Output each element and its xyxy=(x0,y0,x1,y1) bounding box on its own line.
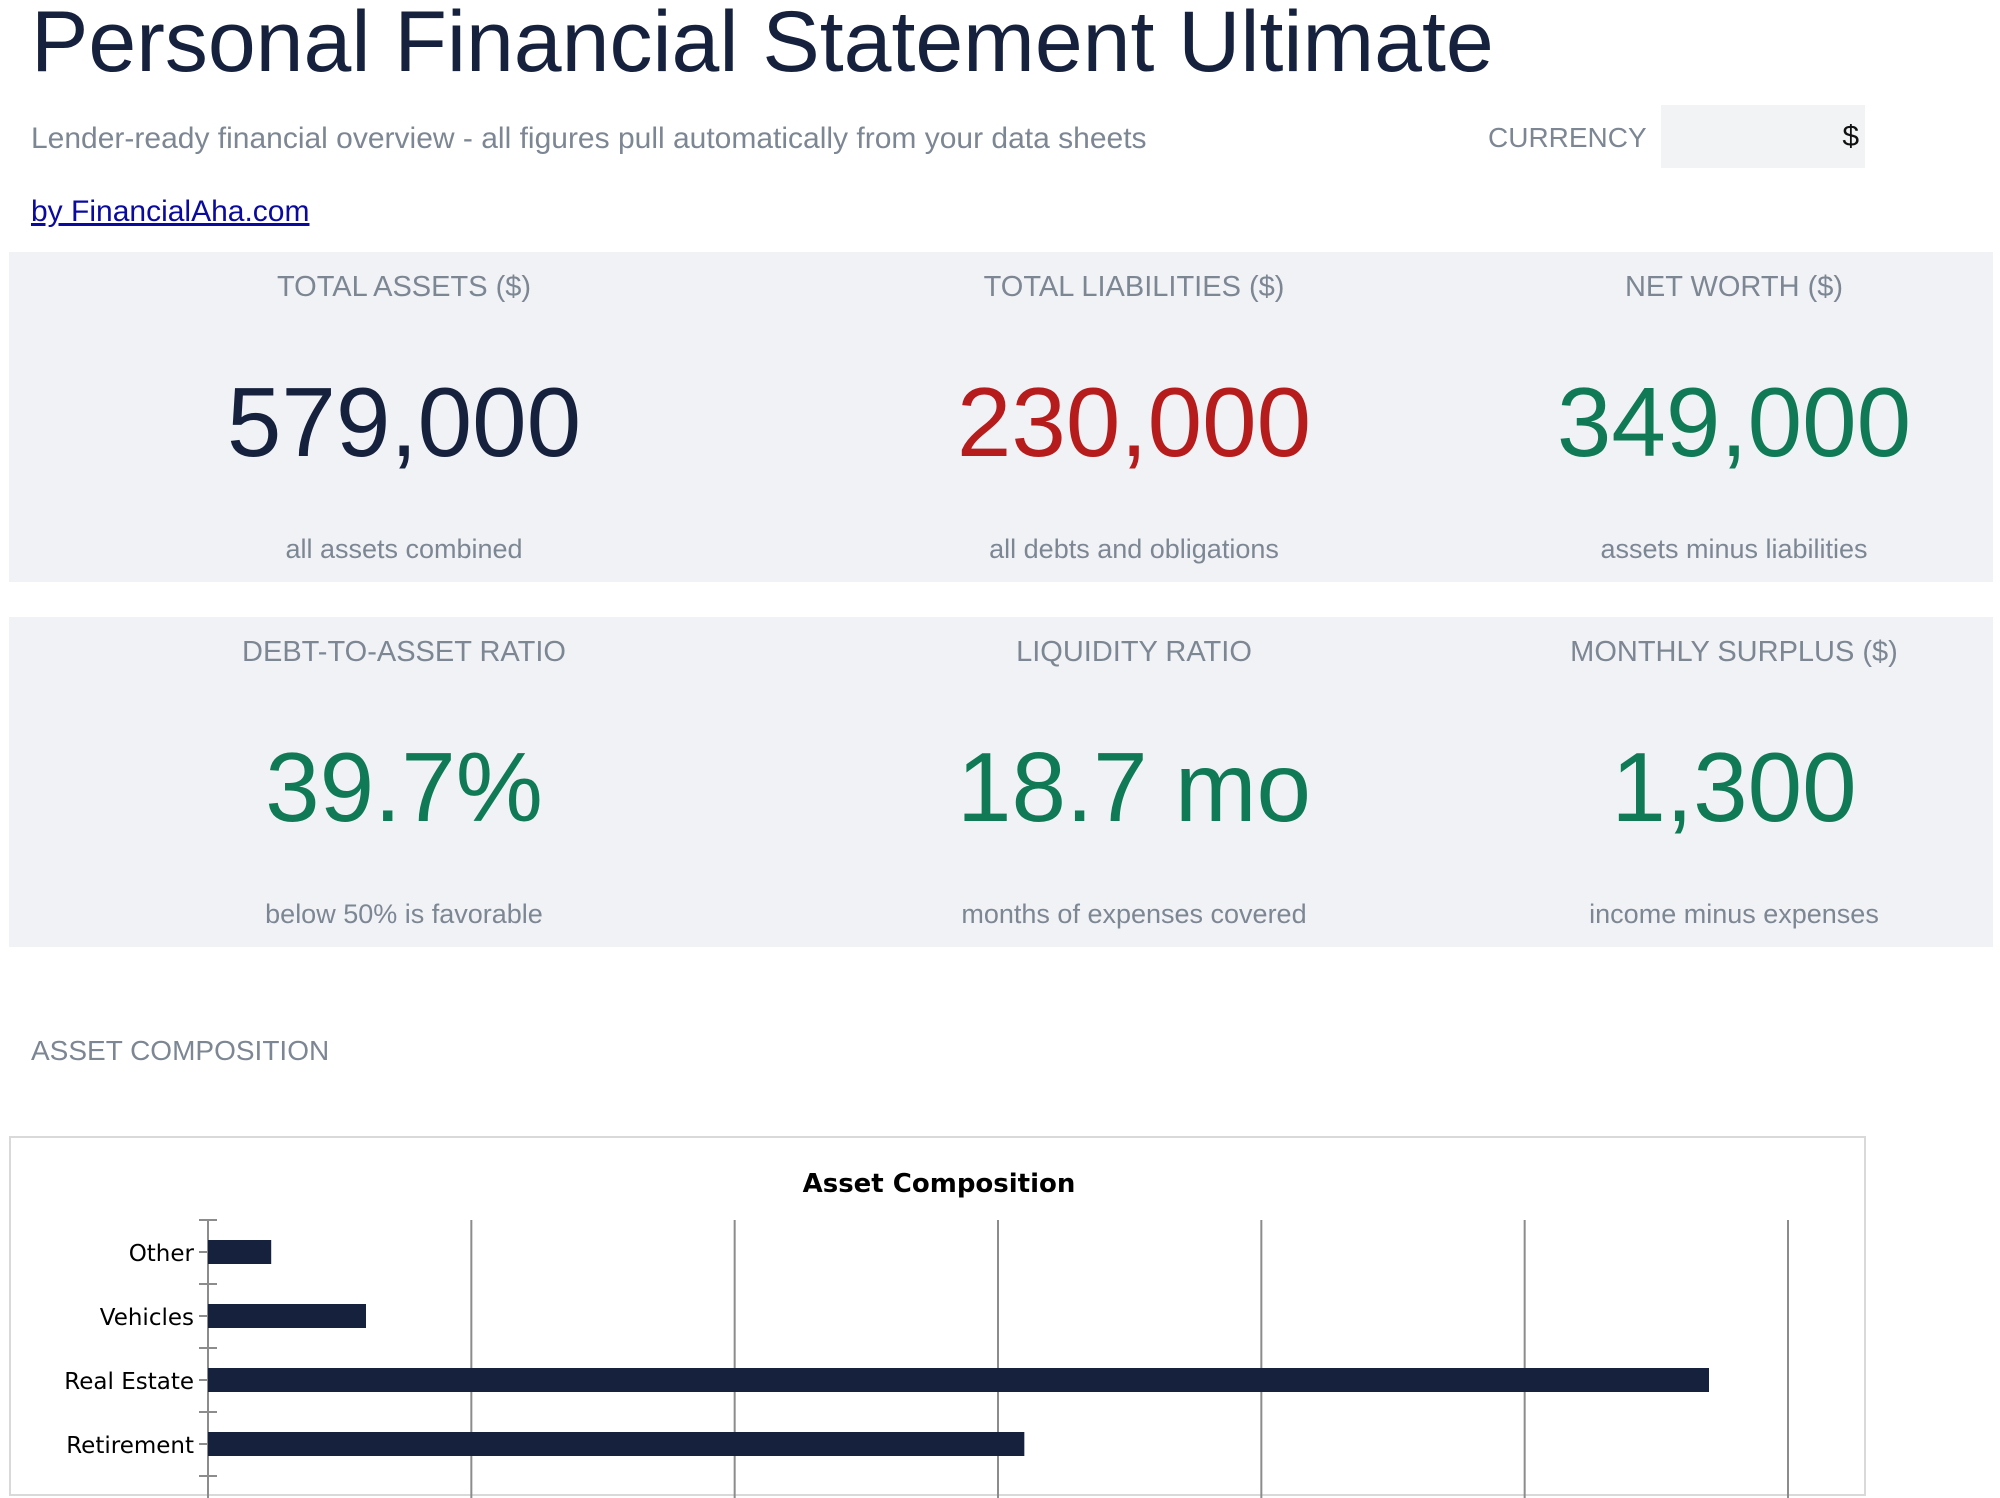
chart-category-label: Other xyxy=(129,1241,195,1267)
total-assets-card: TOTAL ASSETS ($) 579,000 all assets comb… xyxy=(9,252,799,582)
chart-bar xyxy=(208,1368,1709,1392)
chart-category-label: Vehicles xyxy=(100,1305,194,1331)
chart-bar xyxy=(208,1432,1025,1456)
net-worth-label: NET WORTH ($) xyxy=(1624,271,1844,303)
monthly-surplus-label: MONTHLY SURPLUS ($) xyxy=(1570,636,1898,668)
net-worth-value: 349,000 xyxy=(1556,367,1912,477)
monthly-surplus-card: MONTHLY SURPLUS ($) 1,300 income minus e… xyxy=(1389,617,2000,947)
net-worth-card: NET WORTH ($) 349,000 assets minus liabi… xyxy=(1389,252,2000,582)
liquidity-ratio-value: 18.7 mo xyxy=(956,732,1312,842)
currency-label: CURRENCY xyxy=(1488,122,1647,153)
asset-composition-chart-svg: Asset Composition Other Vehicles Real Estat… xyxy=(64,1169,1789,1498)
page-title: Personal Financial Statement Ultimate xyxy=(31,0,1494,90)
chart-bar xyxy=(208,1304,366,1328)
asset-composition-section-label: ASSET COMPOSITION xyxy=(31,1035,330,1066)
total-assets-desc: all assets combined xyxy=(285,534,523,564)
total-liabilities-value: 230,000 xyxy=(956,367,1312,477)
total-liabilities-card: TOTAL LIABILITIES ($) 230,000 all debts … xyxy=(734,252,1534,582)
total-assets-value: 579,000 xyxy=(226,367,582,477)
summary-metrics-row: TOTAL ASSETS ($) 579,000 all assets comb… xyxy=(9,252,1993,582)
ratio-metrics-row: DEBT-TO-ASSET RATIO 39.7% below 50% is f… xyxy=(9,617,1993,947)
liquidity-ratio-card: LIQUIDITY RATIO 18.7 mo months of expens… xyxy=(734,617,1534,947)
liquidity-ratio-desc: months of expenses covered xyxy=(961,899,1307,929)
debt-to-asset-card: DEBT-TO-ASSET RATIO 39.7% below 50% is f… xyxy=(9,617,799,947)
chart-bar xyxy=(208,1240,272,1264)
chart-category-label: Real Estate xyxy=(64,1369,194,1395)
monthly-surplus-desc: income minus expenses xyxy=(1589,899,1879,929)
page-subtitle: Lender-ready financial overview - all fi… xyxy=(31,122,1147,155)
debt-to-asset-value: 39.7% xyxy=(265,732,543,842)
asset-composition-chart[interactable]: Asset Composition Other Vehicles Real Estat… xyxy=(9,1136,1866,1498)
net-worth-desc: assets minus liabilities xyxy=(1600,534,1868,564)
total-assets-label: TOTAL ASSETS ($) xyxy=(276,271,532,303)
financialaha-link[interactable]: by FinancialAha.com xyxy=(31,195,310,228)
monthly-surplus-value: 1,300 xyxy=(1611,732,1857,842)
debt-to-asset-desc: below 50% is favorable xyxy=(265,899,543,929)
total-liabilities-label: TOTAL LIABILITIES ($) xyxy=(983,271,1285,303)
liquidity-ratio-label: LIQUIDITY RATIO xyxy=(1016,636,1252,668)
chart-title: Asset Composition xyxy=(803,1169,1076,1199)
currency-input[interactable] xyxy=(1661,105,1865,168)
total-liabilities-desc: all debts and obligations xyxy=(989,534,1279,564)
debt-to-asset-label: DEBT-TO-ASSET RATIO xyxy=(242,636,566,668)
chart-category-label: Retirement xyxy=(66,1433,194,1459)
